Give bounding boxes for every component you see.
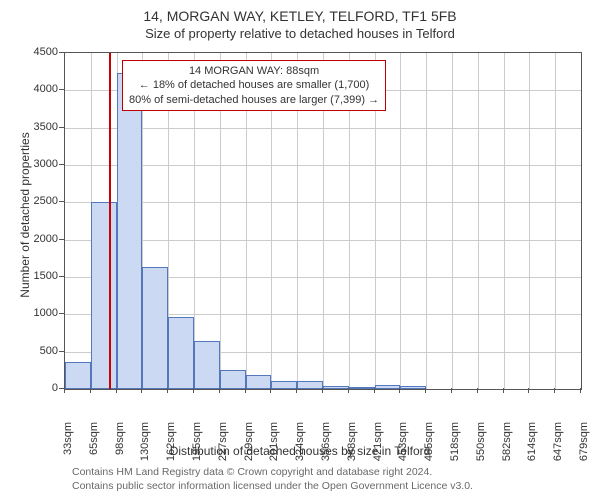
ytick-mark	[59, 201, 64, 202]
histogram-bar	[168, 317, 194, 389]
ytick-mark	[59, 52, 64, 53]
ytick-mark	[59, 351, 64, 352]
xtick-label: 453sqm	[397, 422, 409, 470]
xtick-label: 291sqm	[268, 422, 280, 470]
histogram-bar	[65, 362, 91, 389]
xtick-mark	[348, 388, 349, 393]
histogram-bar	[375, 385, 401, 389]
ytick-mark	[59, 164, 64, 165]
annotation-box: 14 MORGAN WAY: 88sqm← 18% of detached ho…	[122, 60, 386, 111]
ytick-label: 2500	[26, 195, 58, 207]
gridline	[452, 53, 453, 389]
credits: Contains HM Land Registry data © Crown c…	[72, 466, 473, 493]
chart-title-main: 14, MORGAN WAY, KETLEY, TELFORD, TF1 5FB	[0, 8, 600, 24]
xtick-mark	[374, 388, 375, 393]
annotation-line-2: ← 18% of detached houses are smaller (1,…	[129, 78, 379, 92]
ytick-label: 0	[26, 382, 58, 394]
annotation-line-1: 14 MORGAN WAY: 88sqm	[129, 64, 379, 78]
xtick-label: 227sqm	[217, 422, 229, 470]
xtick-mark	[399, 388, 400, 393]
xtick-label: 98sqm	[114, 422, 126, 470]
ytick-label: 3000	[26, 158, 58, 170]
chart-title-sub: Size of property relative to detached ho…	[0, 26, 600, 41]
xtick-label: 518sqm	[449, 422, 461, 470]
histogram-bar	[323, 386, 349, 389]
ytick-mark	[59, 313, 64, 314]
xtick-mark	[296, 388, 297, 393]
ytick-mark	[59, 276, 64, 277]
xtick-label: 550sqm	[475, 422, 487, 470]
ytick-label: 3500	[26, 121, 58, 133]
xtick-mark	[503, 388, 504, 393]
xtick-label: 582sqm	[501, 422, 513, 470]
xtick-label: 65sqm	[88, 422, 100, 470]
histogram-bar	[142, 267, 168, 389]
histogram-bar	[349, 387, 375, 389]
xtick-label: 614sqm	[526, 422, 538, 470]
xtick-mark	[477, 388, 478, 393]
xtick-mark	[270, 388, 271, 393]
xtick-label: 324sqm	[294, 422, 306, 470]
xtick-mark	[64, 388, 65, 393]
xtick-mark	[116, 388, 117, 393]
marker-line	[109, 53, 111, 389]
ytick-label: 500	[26, 345, 58, 357]
xtick-label: 259sqm	[243, 422, 255, 470]
gridline	[400, 53, 401, 389]
xtick-label: 421sqm	[372, 422, 384, 470]
xtick-mark	[245, 388, 246, 393]
chart-container: 14, MORGAN WAY, KETLEY, TELFORD, TF1 5FB…	[0, 0, 600, 500]
xtick-mark	[90, 388, 91, 393]
ytick-label: 4500	[26, 46, 58, 58]
gridline	[529, 53, 530, 389]
xtick-label: 485sqm	[423, 422, 435, 470]
xtick-mark	[425, 388, 426, 393]
gridline	[504, 53, 505, 389]
histogram-bar	[220, 370, 246, 389]
ytick-label: 4000	[26, 83, 58, 95]
histogram-bar	[117, 73, 143, 389]
xtick-label: 33sqm	[62, 422, 74, 470]
xtick-mark	[528, 388, 529, 393]
annotation-line-3: 80% of semi-detached houses are larger (…	[129, 93, 379, 107]
gridline	[426, 53, 427, 389]
ytick-label: 1500	[26, 270, 58, 282]
xtick-mark	[219, 388, 220, 393]
ytick-mark	[59, 127, 64, 128]
histogram-bar	[246, 375, 272, 389]
ytick-mark	[59, 239, 64, 240]
ytick-label: 2000	[26, 233, 58, 245]
histogram-bar	[297, 381, 323, 389]
xtick-label: 388sqm	[346, 422, 358, 470]
xtick-mark	[580, 388, 581, 393]
ytick-mark	[59, 89, 64, 90]
histogram-bar	[400, 386, 426, 389]
xtick-label: 195sqm	[191, 422, 203, 470]
gridline	[478, 53, 479, 389]
gridline	[555, 53, 556, 389]
ytick-label: 1000	[26, 307, 58, 319]
histogram-bar	[91, 202, 117, 389]
xtick-label: 679sqm	[578, 422, 590, 470]
xtick-label: 162sqm	[165, 422, 177, 470]
y-axis-label: Number of detached properties	[18, 115, 32, 315]
xtick-mark	[451, 388, 452, 393]
xtick-mark	[141, 388, 142, 393]
xtick-label: 647sqm	[552, 422, 564, 470]
xtick-label: 130sqm	[139, 422, 151, 470]
xtick-mark	[167, 388, 168, 393]
xtick-mark	[193, 388, 194, 393]
xtick-mark	[554, 388, 555, 393]
credits-line-2: Contains public sector information licen…	[72, 480, 473, 494]
xtick-mark	[322, 388, 323, 393]
histogram-bar	[194, 341, 220, 389]
xtick-label: 356sqm	[320, 422, 332, 470]
histogram-bar	[271, 381, 297, 389]
